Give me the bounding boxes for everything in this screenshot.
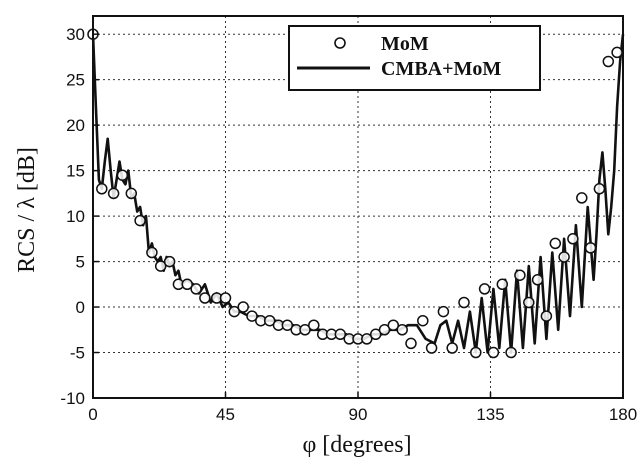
y-tick-label: 0	[76, 298, 85, 317]
legend-box	[288, 25, 541, 91]
y-tick-label: 10	[66, 207, 85, 226]
mom-point	[540, 310, 553, 322]
mom-point	[134, 214, 146, 227]
mom-point	[308, 319, 320, 331]
mom-point	[446, 342, 458, 354]
x-tick-label: 90	[349, 405, 368, 424]
y-tick-label: 15	[66, 162, 85, 181]
mom-point	[576, 192, 588, 204]
mom-point	[263, 314, 276, 327]
mom-point	[611, 46, 623, 59]
mom-point	[334, 328, 347, 341]
mom-point	[396, 324, 408, 336]
x-tick-label: 0	[88, 405, 97, 424]
y-tick-label: 30	[66, 25, 85, 44]
x-axis-title: φ [degrees]	[302, 432, 411, 458]
y-tick-label: -10	[60, 389, 85, 408]
mom-point	[496, 278, 509, 291]
mom-point	[246, 310, 258, 322]
mom-point	[163, 255, 176, 268]
legend-mom-label: MoM	[381, 33, 429, 55]
legend-mom-marker	[334, 37, 346, 49]
mom-point	[425, 342, 438, 354]
x-tick-label: 135	[476, 405, 504, 424]
mom-point	[584, 242, 597, 254]
mom-point	[190, 283, 202, 295]
y-tick-label: -5	[70, 344, 85, 363]
mom-point	[181, 278, 193, 291]
mom-point	[437, 305, 450, 318]
mom-point	[125, 187, 138, 200]
legend-cmba-label: CMBA+MoM	[381, 58, 501, 80]
mom-point	[378, 324, 391, 336]
mom-point	[199, 292, 211, 304]
mom-point	[531, 274, 544, 286]
series-layer	[87, 28, 625, 359]
mom-point	[387, 319, 400, 331]
mom-point	[237, 301, 249, 313]
mom-point	[361, 333, 373, 345]
mom-point	[593, 183, 606, 195]
tick-layer: 0 45 90 135 180 -10 -5 0 5 10 15 20 25 30	[60, 25, 637, 424]
mom-point	[116, 169, 129, 181]
mom-point	[487, 346, 500, 359]
mom-point	[219, 292, 232, 304]
mom-point	[281, 319, 294, 331]
mom-point	[514, 269, 526, 281]
mom-point	[146, 246, 158, 259]
mom-point	[567, 233, 579, 245]
x-tick-label: 45	[216, 405, 235, 424]
mom-point	[96, 183, 108, 195]
y-tick-label: 5	[76, 253, 85, 272]
mom-point	[228, 305, 241, 318]
y-tick-label: 20	[66, 116, 85, 135]
mom-point	[107, 187, 120, 200]
mom-point	[299, 324, 311, 336]
y-tick-label: 25	[66, 71, 85, 90]
mom-point	[417, 314, 429, 327]
legend: MoM CMBA+MoM	[288, 25, 541, 91]
mom-point	[369, 328, 382, 341]
mom-point	[405, 337, 417, 350]
mom-point	[458, 296, 470, 309]
mom-point	[154, 260, 167, 272]
y-axis-title: RCS / λ [dB]	[14, 147, 40, 273]
x-tick-label: 180	[609, 405, 637, 424]
mom-point	[478, 283, 491, 295]
mom-point	[470, 346, 482, 359]
mom-point	[558, 251, 570, 263]
mom-point	[523, 296, 535, 309]
mom-point	[602, 55, 615, 68]
mom-point	[549, 237, 562, 250]
mom-point	[505, 346, 517, 359]
